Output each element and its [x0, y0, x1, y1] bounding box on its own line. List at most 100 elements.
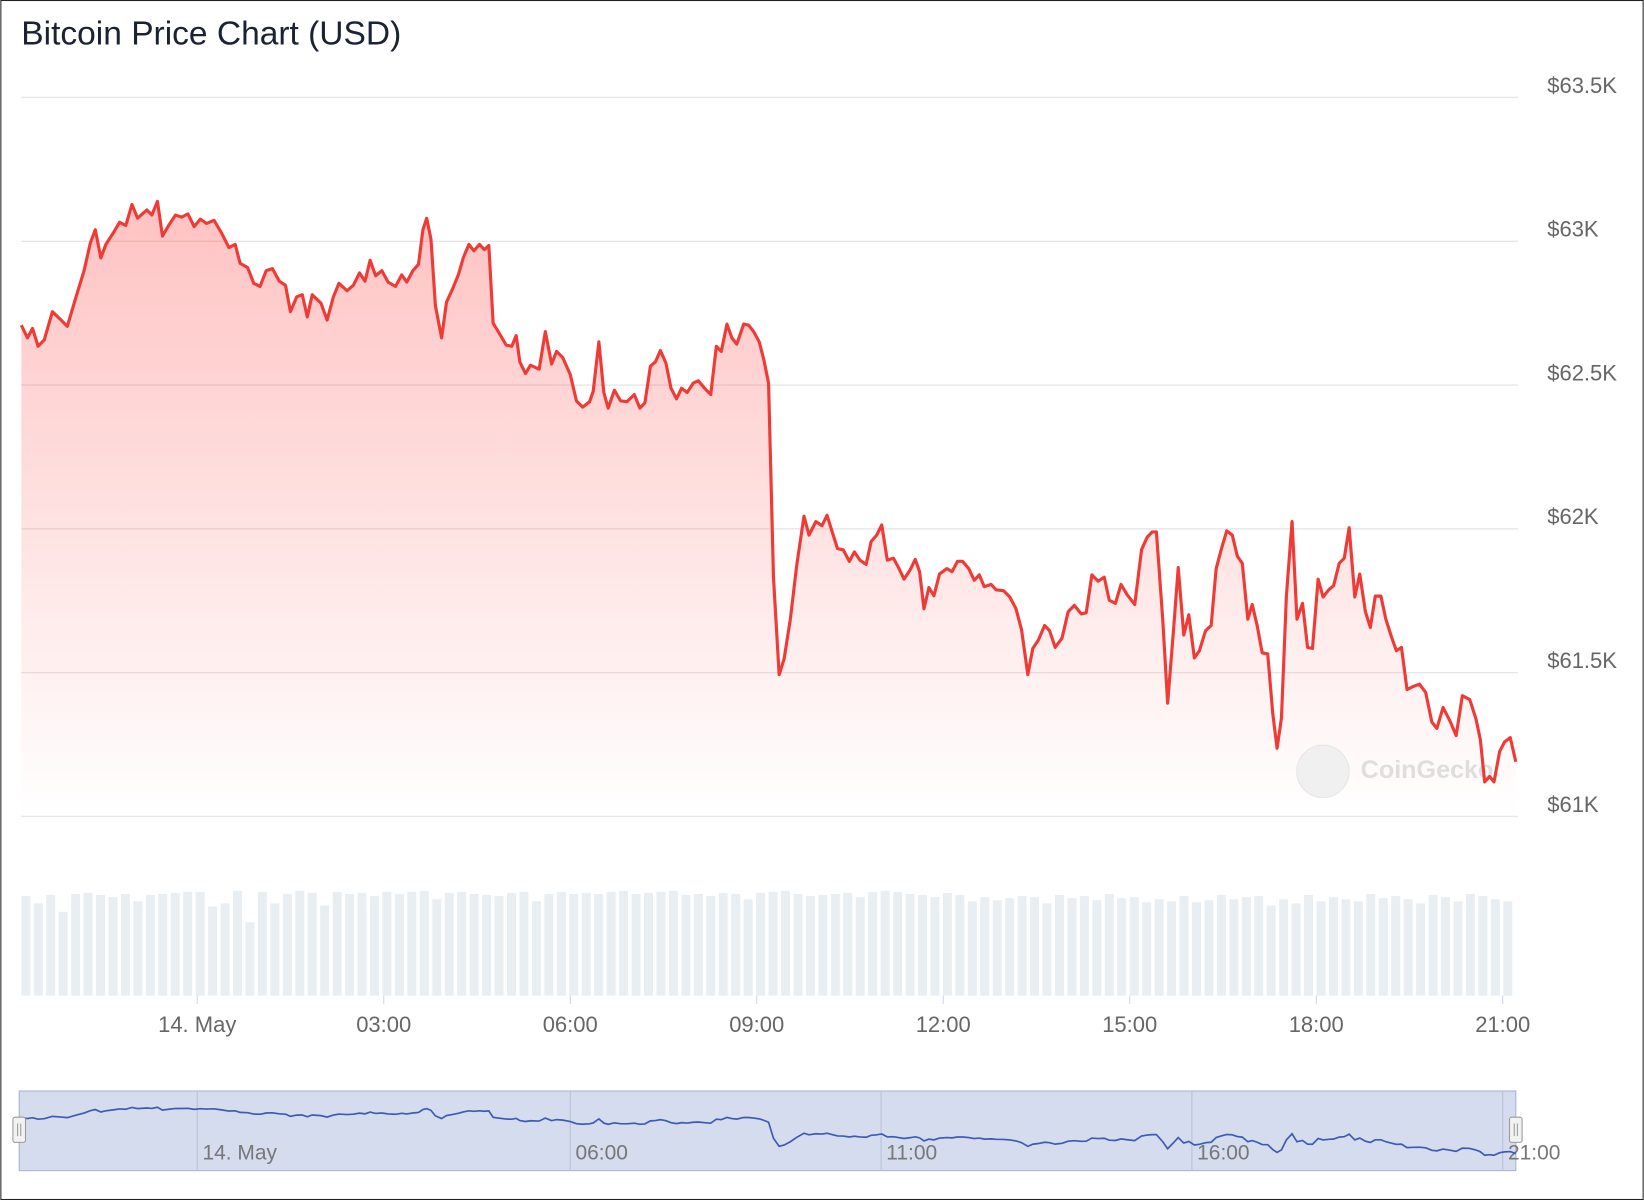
volume-bar	[494, 896, 504, 996]
volume-bar	[1254, 896, 1264, 996]
volume-bar	[693, 893, 703, 996]
volume-bar	[1453, 901, 1463, 996]
volume-bar	[1104, 893, 1114, 996]
volume-bar	[482, 895, 492, 996]
x-tick-label: 15:00	[1102, 1012, 1157, 1037]
volume-bar	[33, 903, 43, 996]
volume-bar	[1316, 901, 1326, 996]
volume-bar	[1403, 899, 1413, 996]
volume-bar	[1241, 897, 1251, 996]
volume-bar	[21, 896, 31, 996]
volume-bar	[531, 901, 541, 996]
volume-bar	[83, 892, 93, 996]
volume-bar	[270, 903, 280, 996]
volume-bar	[1353, 901, 1363, 996]
volume-bar	[594, 893, 604, 996]
volume-bar	[419, 890, 429, 996]
volume-bar	[1490, 899, 1500, 996]
volume-bar	[245, 922, 255, 996]
x-tick-label: 18:00	[1289, 1012, 1344, 1037]
volume-bar	[631, 893, 641, 996]
volume-bar	[1279, 899, 1289, 996]
volume-bar	[457, 891, 467, 996]
volume-bar	[818, 895, 828, 996]
volume-bar	[743, 899, 753, 996]
volume-bar	[133, 901, 143, 996]
volume-bar	[1191, 902, 1201, 996]
volume-bar	[295, 890, 305, 996]
volume-bar	[1167, 901, 1177, 996]
volume-bar	[1117, 898, 1127, 996]
navigator-handle[interactable]	[12, 1116, 27, 1143]
x-tick-label: 14. May	[158, 1012, 236, 1037]
volume-bar	[706, 896, 716, 996]
volume-bar	[1341, 899, 1351, 996]
volume-bar	[394, 893, 404, 996]
y-tick-label: $61K	[1547, 792, 1599, 817]
volume-bar	[58, 911, 68, 996]
volume-bar	[930, 897, 940, 996]
volume-bar	[1366, 893, 1376, 996]
volume-bar	[1054, 895, 1064, 996]
x-tick-label: 03:00	[356, 1012, 411, 1037]
volume-bar	[1428, 895, 1438, 996]
volume-bar	[967, 901, 977, 996]
navigator-handle[interactable]	[1508, 1116, 1523, 1143]
volume-bar	[444, 892, 454, 996]
volume-bar	[718, 892, 728, 996]
volume-bar	[668, 890, 678, 996]
volume-bar	[1154, 899, 1164, 996]
volume-bar	[656, 891, 666, 996]
volume-bar	[208, 906, 218, 996]
watermark-text: CoinGecko	[1361, 756, 1494, 784]
volume-bar	[893, 891, 903, 996]
volume-bar	[1465, 893, 1475, 996]
volume-bar	[880, 890, 890, 996]
x-tick-label: 21:00	[1475, 1012, 1530, 1037]
volume-bar	[332, 891, 342, 996]
volume-bar	[569, 893, 579, 996]
volume-bar	[120, 893, 130, 996]
volume-bar	[145, 895, 155, 996]
volume-bar	[1067, 898, 1077, 996]
watermark-logo	[1296, 744, 1350, 799]
y-tick-label: $61.5K	[1547, 648, 1617, 673]
volume-bar	[469, 893, 479, 996]
volume-bar	[96, 895, 105, 996]
volume-bar	[183, 891, 193, 996]
volume-bar	[855, 897, 865, 996]
volume-bar	[805, 896, 815, 996]
volume-bar	[195, 891, 205, 996]
watermark: CoinGecko	[1296, 744, 1494, 799]
volume-bar	[1216, 895, 1226, 996]
volume-bar	[1017, 896, 1027, 996]
volume-bar	[942, 892, 952, 996]
y-tick-label: $63K	[1547, 217, 1599, 242]
volume-bar	[544, 893, 554, 996]
volume-bar	[830, 893, 840, 996]
volume-bar	[581, 892, 591, 996]
volume-bar	[1441, 897, 1451, 996]
volume-bar	[868, 891, 878, 996]
volume-bar	[1030, 897, 1040, 996]
navigator-line	[21, 1106, 1517, 1157]
volume-bar	[307, 892, 317, 996]
chart-title: Bitcoin Price Chart (USD)	[21, 15, 401, 52]
volume-bar	[1266, 905, 1276, 996]
volume-bar	[731, 893, 741, 996]
navigator-tick-label: 06:00	[575, 1141, 627, 1164]
volume-bar	[1291, 903, 1301, 996]
volume-bar	[220, 903, 230, 996]
volume-bar	[71, 893, 81, 996]
volume-bar	[1179, 896, 1189, 996]
volume-bar	[793, 893, 803, 996]
price-line	[19, 199, 1518, 784]
volume-bar	[108, 897, 118, 996]
x-tick-label: 09:00	[729, 1012, 784, 1037]
navigator-tick-label: 16:00	[1197, 1141, 1249, 1164]
x-tick-label: 06:00	[543, 1012, 598, 1037]
volume-bar	[320, 905, 330, 996]
volume-bar	[1229, 899, 1239, 996]
navigator-bg[interactable]	[18, 1090, 1517, 1172]
